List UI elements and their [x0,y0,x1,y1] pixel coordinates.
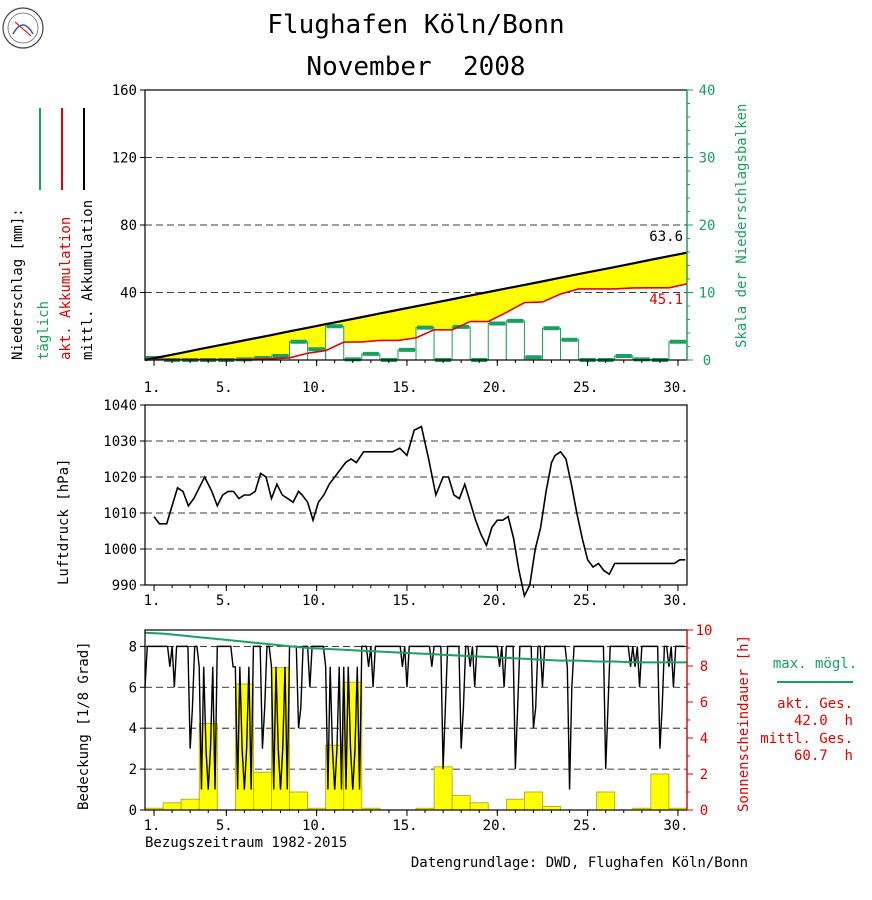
sunshine-right-tick-label: 10 [696,623,713,639]
pressure-x-label: 5. [216,593,233,609]
cloud-x-label: 15. [392,818,417,834]
daily-precip-bar [668,341,688,361]
daily-precip-bar [541,327,562,361]
precip-x-label: 5. [216,380,233,396]
actual-total-label: 45.1 [649,292,683,308]
sunshine-ylabel-right: Sonnenscheindauer [h] [736,635,752,812]
data-source: Datengrundlage: DWD, Flughafen Köln/Bonn [411,855,748,871]
cloud-x-label: 1. [144,818,161,834]
pressure-x-label: 1. [144,593,161,609]
precip-x-label: 30. [663,380,688,396]
mean-accumulation-line [144,251,688,362]
mean-total-label: 63.6 [649,229,683,245]
pressure-ytick-label: 1020 [103,470,137,486]
precip-ytick-label: 120 [112,151,137,167]
title-line1: Flughafen Köln/Bonn [267,10,564,40]
legend-daily-label: täglich [36,301,52,360]
precip-right-tick-label: 0 [703,353,711,369]
reference-period: Bezugszeitraum 1982-2015 [145,835,347,851]
precip-ytick-label: 80 [120,218,137,234]
pressure-x-label: 15. [392,593,417,609]
mean-total-sunshine-label: mittl. Ges. [760,731,853,747]
sunshine-plot-frame [144,629,688,811]
precip-ylabel: Niederschlag [mm]: [10,208,26,360]
cloud-x-label: 10. [302,818,327,834]
actual-total-sunshine-label: akt. Ges. [777,696,853,712]
daily-precip-bar [505,320,525,361]
cloud-ytick-label: 2 [129,762,137,778]
sunshine-right-tick-label: 6 [700,695,708,711]
actual-total-sunshine-value: 42.0 h [794,713,853,729]
precip-x-label: 25. [573,380,598,396]
precip-ylabel-right: Skala der Niederschlagsbalken [734,104,750,348]
pressure-x-label: 30. [663,593,688,609]
cloud-ytick-label: 4 [129,721,137,737]
sunshine-right-tick-label: 8 [700,659,708,675]
cloud-ytick-label: 6 [129,680,137,696]
precip-right-tick-label: 20 [699,218,716,234]
sunshine-bar [252,771,272,811]
sunshine-bar [180,798,200,811]
precip-x-label: 1. [144,380,161,396]
daily-precip-bar [487,323,507,361]
legend-mean-label: mittl. Akkumulation [80,200,96,360]
pressure-ytick-label: 1040 [103,398,137,414]
sunshine-bar [162,802,182,811]
title-line2: November 2008 [306,52,525,82]
sunshine-right-tick-label: 0 [700,803,708,819]
cloud-x-label: 5. [216,818,233,834]
sunshine-bar [524,791,543,811]
sunshine-panel: 0 2 4 6 8 0 2 4 6 8 10 1. 5. 10. 15. 20. 25. 30. Bedeck… [76,623,857,834]
mean-total-sunshine-value: 60.7 h [794,748,853,764]
pressure-ytick-label: 1000 [103,542,137,558]
pressure-ytick-label: 990 [112,578,137,594]
sunshine-bar [469,802,489,811]
precip-ytick-label: 160 [112,83,137,99]
precip-x-label: 20. [483,380,508,396]
pressure-panel: 990 1000 1010 1020 1030 1040 1. 5. 10. 15. 20. 25.… [56,398,689,609]
sunshine-bar [650,773,670,811]
dwd-seal-logo [2,7,44,49]
daily-precip-bar [415,327,435,361]
legend-actual-label: akt. Akkumulation [58,217,74,360]
cloud-cover-line [144,645,685,790]
precip-right-tick-label: 40 [699,83,716,99]
pressure-x-label: 25. [573,593,598,609]
max-possible-sunshine-line [144,631,687,664]
precip-right-tick-label: 30 [699,151,716,167]
cloud-ylabel: Bedeckung [1/8 Grad] [76,641,92,810]
pressure-ytick-label: 1010 [103,506,137,522]
daily-precip-bar [451,326,471,361]
sunshine-bar [596,791,616,811]
max-possible-label: max. mögl. [773,656,857,672]
sunshine-bar [505,798,525,811]
precip-right-tick-label: 10 [699,286,716,302]
pressure-x-label: 10. [302,593,327,609]
precip-ytick-label: 40 [120,286,137,302]
cloud-ytick-label: 8 [129,639,137,655]
cloud-x-label: 30. [663,818,688,834]
cloud-x-label: 20. [483,818,508,834]
daily-precip-bar [560,339,580,361]
sunshine-bar [289,791,308,811]
pressure-line [153,425,686,599]
sunshine-bar [433,766,453,811]
pressure-plot-frame [144,404,688,586]
cloud-x-label: 25. [573,818,598,834]
precip-x-label: 10. [302,380,327,396]
precip-panel: 40 80 120 160 0 10 20 30 40 1. 5. 10. 15. 20. 25. 30.… [10,83,750,396]
cloud-ytick-label: 0 [129,803,137,819]
pressure-x-label: 20. [483,593,508,609]
precip-x-label: 15. [392,380,417,396]
pressure-ytick-label: 1030 [103,434,137,450]
sunshine-right-tick-label: 4 [700,731,708,747]
pressure-ylabel: Luftdruck [hPa] [56,459,72,585]
sunshine-bar [451,795,471,811]
sunshine-right-tick-label: 2 [700,767,708,783]
